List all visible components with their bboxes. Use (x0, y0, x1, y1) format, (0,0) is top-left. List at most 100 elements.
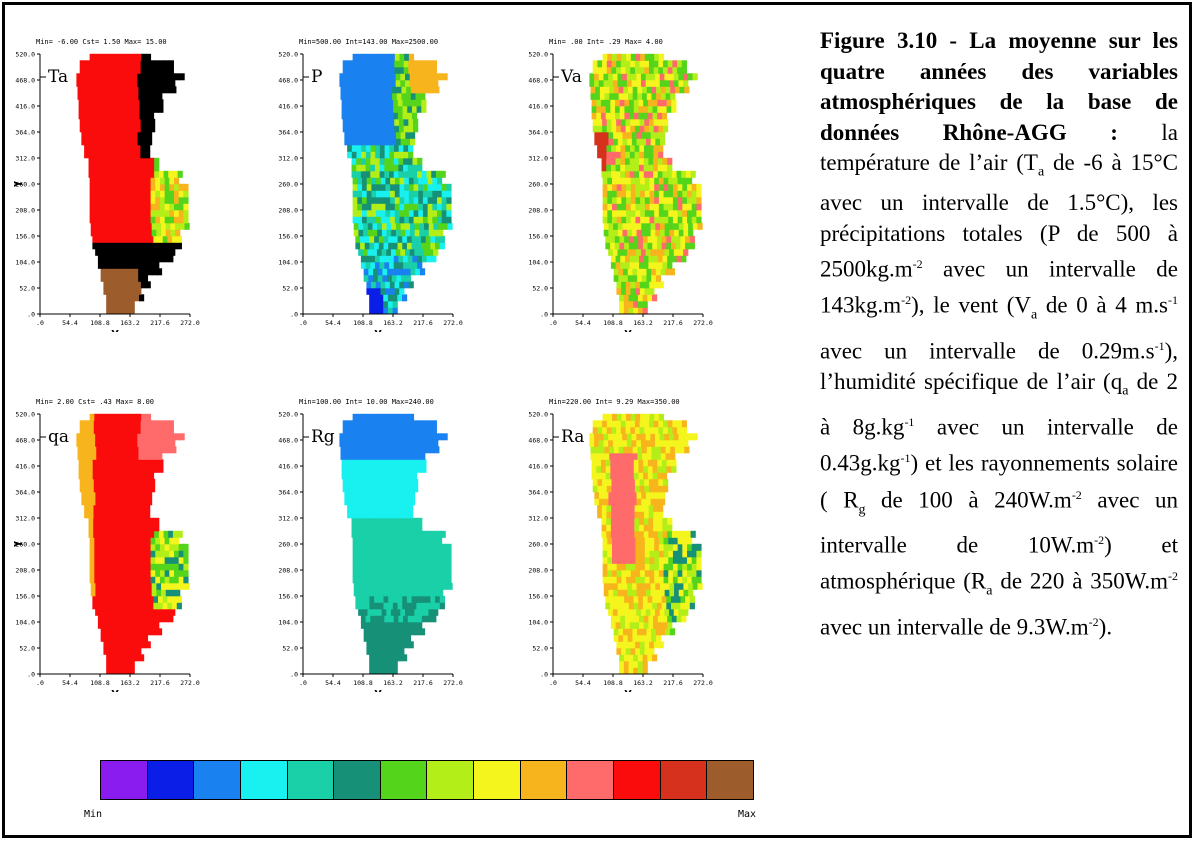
map-cell (139, 112, 145, 120)
map-cell (115, 667, 121, 675)
map-cell (690, 530, 696, 538)
map-cell (369, 459, 375, 467)
map-cell (117, 420, 123, 428)
map-cell (150, 556, 156, 564)
map-cell (664, 229, 670, 237)
map-cell (393, 144, 400, 152)
map-cell (363, 268, 369, 276)
map-cell (127, 183, 133, 191)
map-cell (629, 465, 635, 473)
map-cell (390, 543, 396, 551)
map-cell (100, 274, 106, 282)
map-cell (113, 209, 119, 217)
y-tick-label: 156.0 (15, 593, 35, 601)
map-cell (97, 170, 104, 178)
map-cell (635, 190, 641, 198)
map-cell (157, 92, 163, 100)
map-cell (108, 183, 114, 191)
map-cell (647, 99, 654, 107)
map-cell (380, 183, 386, 191)
map-cell (607, 209, 613, 217)
map-cell (133, 92, 139, 100)
map-cell (393, 164, 399, 172)
map-cell (95, 433, 101, 441)
map-cell (93, 157, 99, 165)
map-cell (617, 73, 623, 81)
map-cell (626, 248, 633, 256)
y-tick-label: .0 (290, 671, 298, 679)
map-cell (344, 138, 350, 146)
map-cell (623, 86, 629, 94)
map-cell (653, 261, 659, 269)
map-cell (633, 242, 639, 250)
map-cell (639, 255, 645, 263)
map-cell (615, 621, 621, 629)
map-cell (116, 164, 122, 172)
map-cell (649, 53, 655, 61)
map-cell (358, 222, 364, 230)
map-cell (129, 300, 135, 308)
map-cell (637, 92, 643, 100)
map-cell (625, 118, 631, 126)
map-cell (635, 647, 641, 655)
map-cell (396, 274, 402, 282)
map-cell (687, 556, 693, 564)
map-cell (661, 105, 668, 113)
map-cell (111, 112, 117, 120)
map-cell (385, 413, 391, 421)
map-cell (653, 478, 659, 486)
map-cell (649, 183, 655, 191)
map-cell (121, 615, 127, 623)
map-cell (94, 413, 100, 421)
map-cell (368, 92, 374, 100)
map-cell (375, 60, 381, 68)
map-cell (399, 190, 405, 198)
map-cell (369, 667, 375, 675)
map-cell (375, 426, 381, 434)
map-cell (103, 485, 109, 493)
map-cell (424, 222, 430, 230)
map-cell (649, 563, 655, 571)
map-cell (659, 582, 666, 590)
map-cell (103, 563, 109, 571)
map-cell (369, 105, 375, 113)
map-cell (602, 563, 608, 571)
map-cell (427, 190, 433, 198)
map-cell (118, 138, 125, 146)
map-cell (596, 465, 602, 473)
map-cell (421, 615, 428, 623)
map-cell (368, 446, 374, 454)
map-cell (146, 589, 153, 597)
map-cell (102, 465, 108, 473)
map-cell (398, 151, 404, 159)
map-cell (85, 79, 91, 87)
map-cell (371, 281, 377, 289)
map-cell (608, 582, 614, 590)
map-cell (620, 524, 626, 532)
map-cell (122, 413, 128, 421)
map-cell (624, 164, 631, 172)
y-tick-label: 312.0 (528, 515, 548, 523)
map-cell (431, 615, 437, 623)
map-cell (626, 439, 633, 447)
map-cell (128, 491, 134, 499)
map-cell (81, 498, 87, 506)
map-cell (384, 517, 390, 525)
map-cell (383, 235, 389, 243)
map-cell (107, 615, 113, 623)
map-cell (612, 203, 618, 211)
map-cell (370, 118, 377, 126)
map-cell (606, 530, 612, 538)
map-cell (94, 203, 100, 211)
map-cell (113, 569, 119, 577)
y-tick-label: 416.0 (278, 103, 298, 111)
map-cell (440, 170, 446, 178)
map-cell (654, 216, 660, 224)
map-cell (84, 60, 90, 68)
map-cell (356, 66, 362, 74)
map-cell (178, 550, 184, 558)
map-cell (394, 420, 400, 428)
map-cell (153, 465, 159, 473)
variable-label: Ra (561, 427, 584, 447)
map-cell (419, 589, 425, 597)
